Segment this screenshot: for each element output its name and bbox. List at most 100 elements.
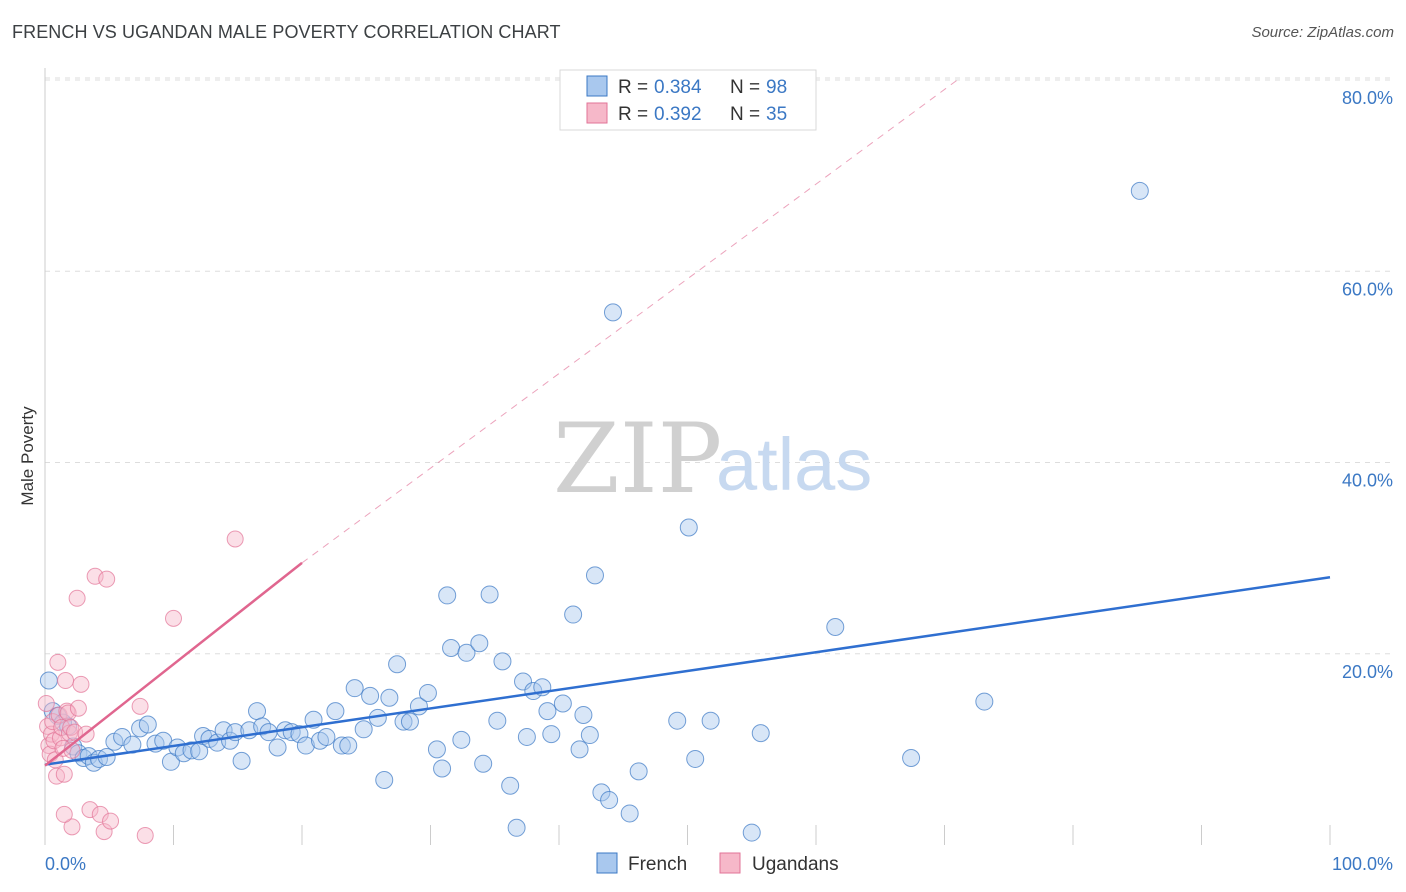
french-point bbox=[975, 692, 994, 711]
y-tick-label: 80.0% bbox=[1342, 88, 1393, 108]
ugandan-point bbox=[49, 653, 67, 671]
ugandan-point bbox=[55, 765, 73, 783]
ugandan-point bbox=[136, 826, 154, 844]
bottom-legend-swatch-french bbox=[596, 852, 618, 874]
french-point bbox=[438, 586, 457, 605]
ugandan-point bbox=[42, 725, 60, 743]
french-points bbox=[39, 181, 1149, 842]
ugandan-point bbox=[69, 699, 87, 717]
french-point bbox=[452, 730, 471, 749]
legend-r-value-french: 0.384 bbox=[654, 77, 702, 98]
french-point bbox=[493, 652, 512, 671]
french-point bbox=[113, 727, 132, 746]
top-legend: R = 0.384 N = 98 R = 0.392 N = 35 bbox=[559, 69, 817, 131]
french-point bbox=[501, 776, 520, 795]
french-point bbox=[542, 725, 561, 744]
ugandan-point bbox=[44, 713, 62, 731]
legend-swatch-french bbox=[586, 75, 608, 97]
tick-labels: 20.0% 40.0% 60.0% 80.0% 0.0% 100.0% bbox=[45, 88, 1393, 874]
french-point bbox=[701, 711, 720, 730]
french-point bbox=[592, 783, 611, 802]
ugandan-point bbox=[102, 812, 120, 830]
watermark: ZIP atlas bbox=[553, 403, 872, 515]
french-point bbox=[232, 751, 251, 770]
ugandan-trend-line bbox=[44, 561, 303, 767]
trend-lines bbox=[44, 79, 1331, 767]
french-point bbox=[418, 683, 437, 702]
french-point bbox=[290, 725, 309, 744]
french-point bbox=[488, 711, 507, 730]
french-point bbox=[585, 566, 604, 585]
french-point bbox=[679, 518, 698, 537]
x-tick-label: 100.0% bbox=[1332, 854, 1393, 874]
ugandan-trend-extension bbox=[301, 79, 958, 564]
ugandan-point bbox=[39, 717, 57, 735]
legend-r-label-french: R = bbox=[618, 77, 648, 98]
french-point bbox=[474, 754, 493, 773]
bottom-legend-swatch-ugandans bbox=[719, 852, 741, 874]
ugandan-point bbox=[131, 697, 149, 715]
french-point bbox=[296, 736, 315, 755]
french-point bbox=[388, 655, 407, 674]
french-point bbox=[538, 702, 557, 721]
grid-lines bbox=[45, 77, 1395, 655]
french-point bbox=[182, 741, 201, 760]
french-point bbox=[507, 818, 526, 837]
french-point bbox=[826, 617, 845, 636]
ugandan-point bbox=[55, 805, 73, 823]
french-point bbox=[442, 639, 461, 658]
french-point bbox=[564, 605, 583, 624]
legend-swatch-ugandans bbox=[586, 102, 608, 124]
french-point bbox=[268, 738, 287, 757]
legend-n-value-french: 98 bbox=[766, 77, 787, 98]
french-point bbox=[39, 671, 58, 690]
french-point bbox=[361, 686, 380, 705]
y-tick-label: 40.0% bbox=[1342, 471, 1393, 491]
french-point bbox=[138, 715, 157, 734]
legend-n-label-french: N = bbox=[730, 77, 760, 98]
ugandan-points bbox=[37, 530, 244, 844]
french-point bbox=[317, 727, 336, 746]
french-point bbox=[345, 679, 364, 698]
y-tick-label: 20.0% bbox=[1342, 662, 1393, 682]
bottom-legend: French Ugandans bbox=[596, 852, 839, 875]
watermark-atlas: atlas bbox=[716, 423, 872, 506]
bottom-legend-label-ugandans: Ugandans bbox=[752, 854, 839, 875]
ugandan-point bbox=[57, 672, 75, 690]
french-point bbox=[686, 749, 705, 768]
ugandan-point bbox=[63, 818, 81, 836]
french-trend-line bbox=[44, 576, 1331, 766]
legend-r-value-ugandans: 0.392 bbox=[654, 104, 702, 125]
french-point bbox=[742, 823, 761, 842]
ugandan-point bbox=[226, 530, 244, 548]
french-point bbox=[620, 804, 639, 823]
x-tick-label: 0.0% bbox=[45, 854, 86, 874]
french-point bbox=[668, 711, 687, 730]
french-point bbox=[570, 740, 589, 759]
french-point bbox=[751, 724, 770, 743]
legend-n-label-ugandans: N = bbox=[730, 104, 760, 125]
ugandan-point bbox=[91, 805, 109, 823]
y-tick-label: 60.0% bbox=[1342, 279, 1393, 299]
chart-title: FRENCH VS UGANDAN MALE POVERTY CORRELATI… bbox=[12, 22, 561, 42]
french-point bbox=[375, 770, 394, 789]
ugandan-point bbox=[68, 589, 86, 607]
french-point bbox=[600, 791, 619, 810]
y-axis-title: Male Poverty bbox=[18, 406, 37, 506]
french-point bbox=[433, 759, 452, 778]
french-point bbox=[517, 727, 536, 746]
french-point bbox=[332, 736, 351, 755]
french-point bbox=[480, 585, 499, 604]
source-label: Source: ZipAtlas.com bbox=[1251, 24, 1394, 41]
french-point bbox=[1130, 181, 1149, 200]
legend-n-value-ugandans: 35 bbox=[766, 104, 787, 125]
ugandan-point bbox=[37, 694, 55, 712]
ugandan-point bbox=[59, 704, 77, 722]
watermark-zip: ZIP bbox=[553, 403, 722, 515]
french-point bbox=[248, 702, 267, 721]
ugandan-point bbox=[98, 570, 116, 588]
french-point bbox=[574, 705, 593, 724]
ugandan-point bbox=[165, 609, 182, 627]
french-point bbox=[326, 702, 345, 721]
ugandan-point bbox=[60, 724, 78, 742]
